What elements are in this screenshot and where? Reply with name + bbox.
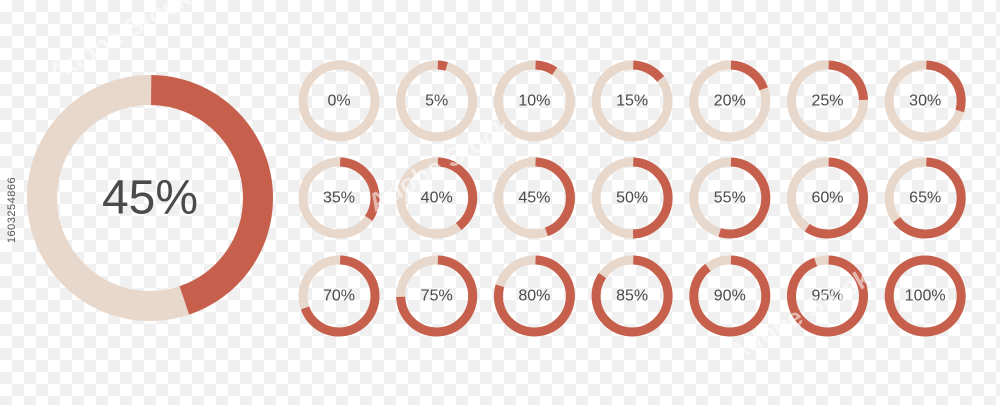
main-progress-ring: 45%	[27, 75, 273, 321]
ring-filled-arc	[298, 157, 380, 239]
ring-filled-arc	[884, 60, 966, 142]
ring-track	[396, 60, 478, 142]
ring-percent-label: 85%	[616, 288, 648, 305]
ring-percent-label: 70%	[323, 288, 355, 305]
progress-ring-85: 85%	[591, 255, 673, 337]
progress-ring-35: 35%	[298, 157, 380, 239]
progress-ring-15: 15%	[591, 60, 673, 142]
ring-percent-label: 80%	[518, 288, 550, 305]
ring-percent-label: 65%	[909, 190, 941, 207]
ring-percent-label: 0%	[327, 93, 350, 110]
ring-filled-arc	[396, 255, 478, 337]
ring-percent-label: 20%	[714, 93, 746, 110]
progress-ring-75: 75%	[396, 255, 478, 337]
progress-ring-5: 5%	[396, 60, 478, 142]
ring-percent-label: 100%	[905, 288, 946, 305]
ring-percent-label: 50%	[616, 190, 648, 207]
ring-percent-label: 25%	[811, 93, 843, 110]
progress-ring-30: 30%	[884, 60, 966, 142]
progress-ring-0: 0%	[298, 60, 380, 142]
ring-percent-label: 40%	[421, 190, 453, 207]
ring-filled-arc	[787, 255, 868, 337]
ring-filled-arc	[884, 255, 966, 337]
progress-ring-40: 40%	[396, 157, 478, 239]
ring-track	[298, 60, 380, 142]
progress-ring-25: 25%	[787, 60, 868, 142]
ring-percent-label: 45%	[102, 172, 198, 225]
ring-filled-arc	[689, 157, 771, 239]
ring-filled-arc	[298, 255, 380, 337]
ring-track	[787, 60, 868, 142]
ring-percent-label: 10%	[518, 93, 550, 110]
progress-ring-20: 20%	[689, 60, 771, 142]
progress-ring-50: 50%	[591, 157, 673, 239]
progress-ring-100: 100%	[884, 255, 966, 337]
ring-percent-label: 45%	[518, 190, 550, 207]
ring-filled-arc	[27, 75, 273, 321]
ring-filled-arc	[591, 157, 673, 239]
ring-filled-arc	[396, 157, 478, 239]
ring-percent-label: 60%	[811, 190, 843, 207]
progress-ring-90: 90%	[689, 255, 771, 337]
ring-filled-arc	[787, 157, 868, 239]
progress-ring-65: 65%	[884, 157, 966, 239]
ring-percent-label: 5%	[425, 93, 448, 110]
ring-track	[493, 60, 575, 142]
ring-percent-label: 75%	[421, 288, 453, 305]
ring-track	[689, 60, 771, 142]
ring-percent-label: 95%	[811, 288, 843, 305]
progress-ring-55: 55%	[689, 157, 771, 239]
progress-ring-60: 60%	[787, 157, 868, 239]
ring-filled-arc	[493, 157, 575, 239]
progress-ring-45: 45%	[493, 157, 575, 239]
ring-filled-arc	[689, 255, 771, 337]
ring-filled-arc	[884, 157, 966, 239]
progress-ring-10: 10%	[493, 60, 575, 142]
progress-ring-70: 70%	[298, 255, 380, 337]
ring-percent-label: 35%	[323, 190, 355, 207]
ring-percent-label: 15%	[616, 93, 648, 110]
ring-percent-label: 55%	[714, 190, 746, 207]
ring-filled-arc	[493, 255, 575, 337]
stock-id-text: 1603254866	[6, 176, 18, 244]
ring-track	[591, 60, 673, 142]
progress-ring-80: 80%	[493, 255, 575, 337]
ring-filled-arc	[591, 255, 673, 337]
progress-ring-95: 95%	[787, 255, 868, 337]
ring-percent-label: 30%	[909, 93, 941, 110]
ring-percent-label: 90%	[714, 288, 746, 305]
